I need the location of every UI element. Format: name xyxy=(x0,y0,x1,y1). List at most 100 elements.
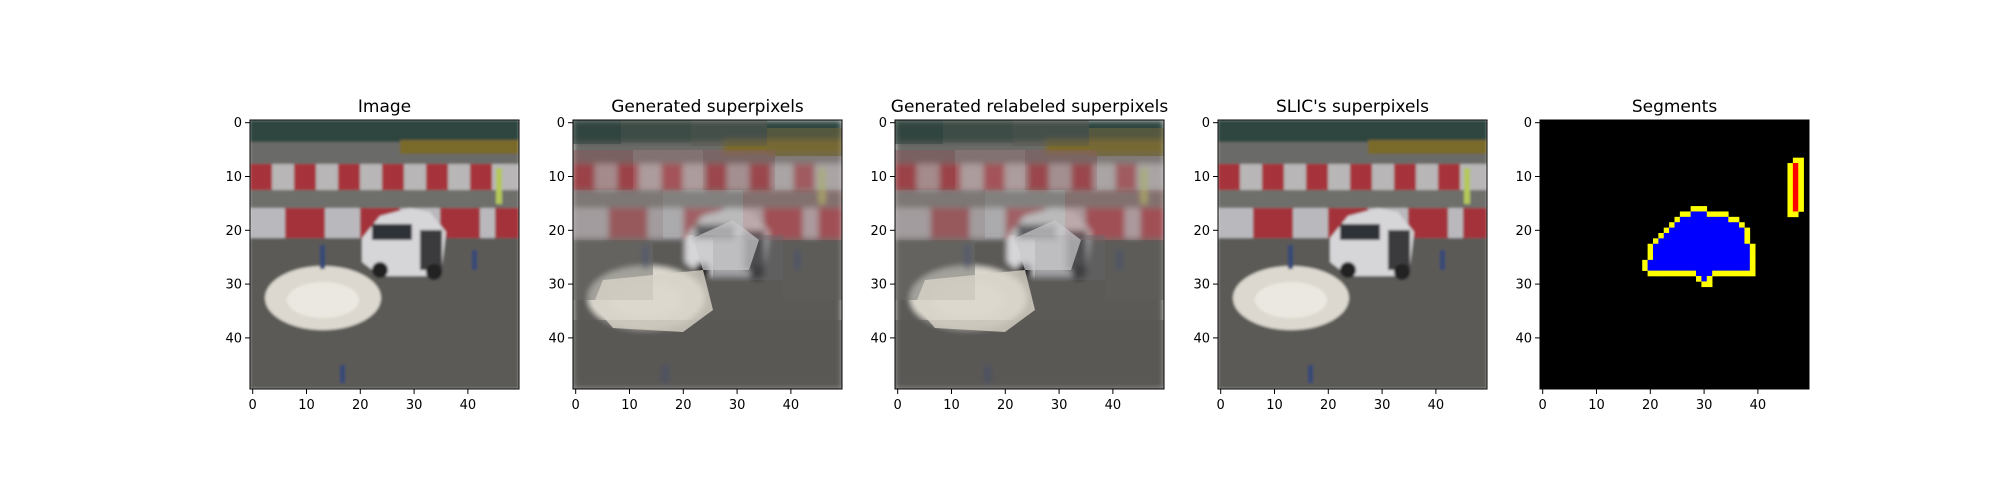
segment-cell xyxy=(1717,227,1724,234)
segment-boundary-cell xyxy=(1712,211,1718,218)
y-tick-label: 40 xyxy=(1515,331,1532,346)
segment-cell xyxy=(1733,232,1740,239)
x-tick-label: 20 xyxy=(352,398,369,413)
x-tick-label: 10 xyxy=(1588,398,1605,413)
panel-image: Image 0 10 20 30 40 0 10 20 30 40 xyxy=(225,97,520,413)
panel-generated-superpixels: Generated superpixels 0 10 20 30 40 0 10 20 30 4… xyxy=(548,97,843,413)
segment-boundary-cell xyxy=(1739,270,1745,277)
segment-boundary-cell xyxy=(1728,270,1734,277)
segment-boundary-cell xyxy=(1647,270,1654,277)
segment-cell xyxy=(1658,265,1665,271)
segment-cell xyxy=(1685,227,1691,234)
segment-cell xyxy=(1663,238,1670,245)
superpixel-mosaic xyxy=(573,120,842,389)
segment-boundary-cell xyxy=(1679,211,1686,218)
segment-boundary-cell xyxy=(1717,270,1724,277)
segment-cell xyxy=(1744,254,1751,261)
segment-cell xyxy=(1701,232,1708,239)
segment-boundary-cell xyxy=(1690,206,1697,212)
segment-boundary-cell xyxy=(1787,173,1794,180)
segment-cell xyxy=(1685,249,1691,255)
segment-cell xyxy=(1658,243,1665,250)
x-tick-label: 30 xyxy=(729,398,746,413)
image-content xyxy=(1218,120,1487,389)
segment-boundary-cell xyxy=(1749,243,1756,250)
panel-segments: Segments 0 10 20 30 40 0 10 20 30 40 xyxy=(1515,97,1810,413)
segment-boundary-cell xyxy=(1787,189,1794,196)
segment-cell xyxy=(1717,265,1724,271)
segment-cell xyxy=(1696,227,1702,234)
y-tick-label: 10 xyxy=(225,170,242,185)
segment-cell xyxy=(1739,232,1745,239)
segment-cell xyxy=(1728,238,1734,245)
segment-cell xyxy=(1744,243,1751,250)
segment-cell xyxy=(1674,238,1681,245)
segment-cell xyxy=(1690,227,1697,234)
segment-cell xyxy=(1696,238,1702,245)
segment-cell xyxy=(1669,254,1675,261)
x-axis-ticks: 0 10 20 30 40 xyxy=(572,389,799,413)
segment-cell xyxy=(1792,163,1799,169)
y-tick-label: 20 xyxy=(870,224,887,239)
segment-cell xyxy=(1792,206,1799,212)
segment-cell xyxy=(1739,249,1745,255)
y-axis-ticks: 0 10 20 30 40 xyxy=(225,116,250,346)
x-tick-label: 30 xyxy=(1051,398,1068,413)
x-tick-label: 20 xyxy=(997,398,1014,413)
y-axis-ticks: 0 10 20 30 40 xyxy=(548,116,573,346)
segment-cell xyxy=(1652,254,1659,261)
segment-cell xyxy=(1685,216,1691,223)
segment-cell xyxy=(1674,265,1681,271)
segment-boundary-cell xyxy=(1690,270,1697,277)
segment-cell xyxy=(1728,222,1734,228)
segment-cell xyxy=(1744,249,1751,255)
segment-cell xyxy=(1728,227,1734,234)
segment-cell xyxy=(1733,222,1740,228)
segment-cell xyxy=(1712,265,1718,271)
segment-cell xyxy=(1658,249,1665,255)
segment-cell xyxy=(1733,238,1740,245)
segment-cell xyxy=(1685,265,1691,271)
segment-cell xyxy=(1701,249,1708,255)
segment-cell xyxy=(1669,249,1675,255)
segment-boundary-cell xyxy=(1787,200,1794,207)
segment-cell xyxy=(1722,222,1729,228)
y-tick-label: 20 xyxy=(1193,224,1210,239)
segment-cell xyxy=(1728,265,1734,271)
segment-boundary-cell xyxy=(1798,163,1804,169)
x-tick-label: 20 xyxy=(675,398,692,413)
segment-boundary-cell xyxy=(1733,270,1740,277)
segment-cell xyxy=(1739,265,1745,271)
segment-cell xyxy=(1679,216,1686,223)
segment-cell xyxy=(1696,211,1702,218)
segment-cell xyxy=(1706,254,1713,261)
image-content xyxy=(250,120,519,389)
segment-cell xyxy=(1712,227,1718,234)
segment-cell xyxy=(1679,222,1686,228)
segment-cell xyxy=(1717,254,1724,261)
x-tick-label: 0 xyxy=(572,398,580,413)
segment-boundary-cell xyxy=(1722,211,1729,218)
segment-cell xyxy=(1679,243,1686,250)
x-tick-label: 10 xyxy=(1266,398,1283,413)
segment-cell xyxy=(1690,243,1697,250)
panel-title: SLIC's superpixels xyxy=(1276,97,1429,117)
segment-cell xyxy=(1690,259,1697,266)
segment-boundary-cell xyxy=(1674,216,1681,223)
segment-cell xyxy=(1663,232,1670,239)
segment-cell xyxy=(1663,265,1670,271)
segment-boundary-cell xyxy=(1744,232,1751,239)
x-tick-label: 40 xyxy=(1428,398,1445,413)
segment-cell xyxy=(1701,222,1708,228)
segment-boundary-cell xyxy=(1642,259,1648,266)
segment-cell xyxy=(1728,232,1734,239)
axes-frame xyxy=(1539,119,1810,390)
segment-cell xyxy=(1712,254,1718,261)
segment-cell xyxy=(1717,232,1724,239)
segment-cell xyxy=(1669,243,1675,250)
segment-boundary-cell xyxy=(1787,206,1794,212)
segment-cell xyxy=(1674,227,1681,234)
segment-boundary-cell xyxy=(1728,216,1734,223)
segment-cell xyxy=(1696,249,1702,255)
segment-cell xyxy=(1669,238,1675,245)
